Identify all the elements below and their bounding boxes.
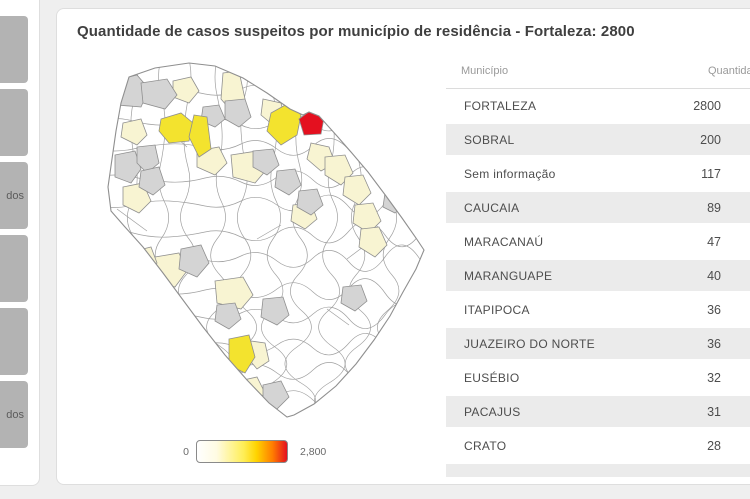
legend-max-label: 2,800 <box>300 445 327 458</box>
table-row-partial[interactable] <box>446 464 750 477</box>
municipality-name: MARACANAÚ <box>464 234 544 249</box>
map-region-yellow[interactable] <box>188 114 212 158</box>
sidebar-tile-5[interactable] <box>0 308 28 375</box>
table-row[interactable]: FORTALEZA 2800 <box>446 90 750 121</box>
map-region[interactable] <box>214 302 242 330</box>
map-region-yellow[interactable] <box>158 112 194 144</box>
table-row[interactable]: Sem informação 117 <box>446 158 750 189</box>
map-regions-nodata <box>108 74 406 410</box>
map-region[interactable] <box>342 174 372 206</box>
map-region[interactable] <box>358 226 388 258</box>
dashboard-card: Quantidade de casos suspeitos por municí… <box>56 8 750 485</box>
table-row[interactable]: SOBRAL 200 <box>446 124 750 155</box>
map-region[interactable] <box>340 284 368 312</box>
municipality-name: CAUCAIA <box>464 200 520 215</box>
municipality-name: PACAJUS <box>464 404 521 419</box>
map-region[interactable] <box>296 188 324 216</box>
map-region[interactable] <box>352 202 382 234</box>
municipality-cells <box>108 63 424 417</box>
sidebar-card: dos dos <box>0 0 40 486</box>
map-legend: 0 2,800 <box>167 440 326 463</box>
sidebar-tile-label: dos <box>6 189 24 202</box>
map-region-fortaleza[interactable] <box>298 109 325 136</box>
ceara-choropleth-map[interactable] <box>97 59 437 424</box>
map-region[interactable] <box>178 244 210 278</box>
municipality-name: JUAZEIRO DO NORTE <box>464 336 595 351</box>
sidebar-tile-3[interactable]: dos <box>0 162 28 229</box>
map-region[interactable] <box>260 296 290 326</box>
map-region[interactable] <box>168 354 198 386</box>
municipality-value: 40 <box>707 268 721 283</box>
municipality-value: 117 <box>701 166 721 181</box>
municipality-value: 36 <box>707 302 721 317</box>
map-region[interactable] <box>214 276 254 310</box>
map-region[interactable] <box>224 98 252 128</box>
sidebar-tile-4[interactable] <box>0 235 28 302</box>
sidebar-tile-2[interactable] <box>0 89 28 156</box>
municipality-name: FORTALEZA <box>464 98 537 113</box>
municipality-name: ITAPIPOCA <box>464 302 530 317</box>
municipality-value: 36 <box>707 336 721 351</box>
municipality-name: SOBRAL <box>464 132 515 147</box>
page-title: Quantidade de casos suspeitos por municí… <box>77 23 635 40</box>
map-region[interactable] <box>138 166 166 196</box>
municipality-value: 200 <box>700 132 721 147</box>
header-divider <box>446 88 750 89</box>
table-row[interactable]: MARANGUAPE 40 <box>446 260 750 291</box>
table-row[interactable]: EUSÉBIO 32 <box>446 362 750 393</box>
map-region[interactable] <box>196 146 228 176</box>
legend-min-label: 0 <box>183 445 189 458</box>
municipality-table: Município Quantidade FORTALEZA 2800 SOBR… <box>446 65 750 477</box>
sidebar-tile-6[interactable]: dos <box>0 381 28 448</box>
map-region[interactable] <box>114 150 142 184</box>
municipality-value: 2800 <box>693 98 721 113</box>
table-row[interactable]: JUAZEIRO DO NORTE 36 <box>446 328 750 359</box>
sidebar-tile-1[interactable] <box>0 16 28 83</box>
map-region[interactable] <box>140 78 178 110</box>
state-outline <box>107 62 425 418</box>
municipality-name: CRATO <box>464 438 507 453</box>
column-header-quantidade[interactable]: Quantidade <box>708 65 750 77</box>
map-region[interactable] <box>274 168 302 196</box>
municipality-value: 47 <box>707 234 721 249</box>
municipality-value: 89 <box>707 200 721 215</box>
map-region[interactable] <box>120 118 148 146</box>
table-row[interactable]: CAUCAIA 89 <box>446 192 750 223</box>
table-header: Município Quantidade <box>446 65 750 79</box>
municipality-name: EUSÉBIO <box>464 370 520 385</box>
sidebar-tile-label: dos <box>6 408 24 421</box>
column-header-municipio[interactable]: Município <box>461 65 509 77</box>
municipality-value: 28 <box>707 438 721 453</box>
legend-gradient-bar <box>196 440 288 463</box>
table-row[interactable]: PACAJUS 31 <box>446 396 750 427</box>
table-row[interactable]: ITAPIPOCA 36 <box>446 294 750 325</box>
table-row[interactable]: MARACANAÚ 47 <box>446 226 750 257</box>
municipality-value: 32 <box>707 370 721 385</box>
table-row[interactable]: CRATO 28 <box>446 430 750 461</box>
map-regions-mid <box>158 102 302 374</box>
map-region[interactable] <box>252 148 280 176</box>
municipality-value: 31 <box>707 404 721 419</box>
municipality-name: MARANGUAPE <box>464 268 553 283</box>
municipality-name: Sem informação <box>464 166 556 181</box>
